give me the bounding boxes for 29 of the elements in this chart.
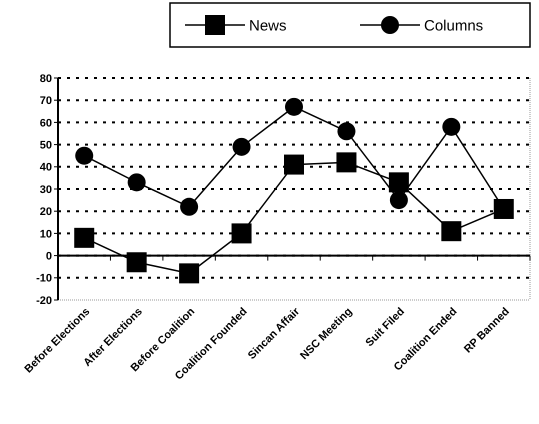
- point: [388, 172, 409, 192]
- point: [284, 154, 304, 175]
- y-tick-label: 80: [40, 72, 52, 85]
- y-tick-label: 60: [40, 117, 52, 130]
- point: [180, 198, 198, 216]
- legend-label: News: [249, 17, 287, 34]
- y-tick-label: 70: [40, 95, 52, 108]
- y-tick-label: 40: [40, 162, 52, 174]
- point: [232, 138, 251, 156]
- y-tick-label: 30: [40, 184, 52, 196]
- y-tick-label: 10: [40, 228, 52, 240]
- point: [337, 122, 356, 140]
- point: [390, 191, 408, 210]
- y-tick-label: -20: [36, 294, 52, 307]
- point: [442, 118, 460, 136]
- point: [441, 221, 462, 242]
- legend-label: Columns: [424, 17, 484, 34]
- point: [179, 263, 200, 284]
- point: [75, 146, 94, 165]
- point: [128, 173, 146, 192]
- point: [232, 223, 252, 244]
- y-tick-label: 0: [46, 250, 52, 262]
- point: [336, 152, 356, 172]
- y-tick-label: 20: [40, 206, 52, 218]
- y-tick-label: -10: [36, 272, 52, 285]
- point: [285, 98, 303, 116]
- y-tick-label: 50: [40, 139, 52, 152]
- point: [126, 252, 147, 272]
- point: [74, 228, 94, 248]
